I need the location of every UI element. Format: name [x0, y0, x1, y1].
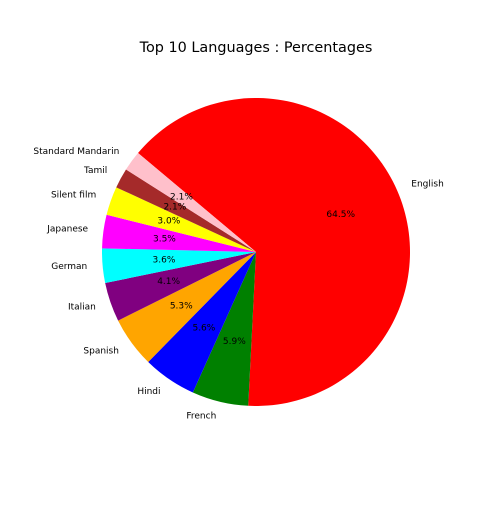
pie-slice-silent-film	[106, 187, 256, 252]
percent-label-english: 64.5%	[326, 210, 355, 220]
percent-label-french: 5.9%	[223, 337, 246, 347]
slice-label-silent-film: Silent film	[51, 191, 96, 201]
chart-title: Top 10 Languages : Percentages	[139, 40, 373, 56]
slice-label-tamil: Tamil	[83, 166, 107, 176]
pie-labels: English 64.5% French 5.9% Hindi 5.6% Spanish 5.…	[33, 147, 443, 422]
slice-label-english: English	[411, 179, 444, 189]
slice-label-spanish: Spanish	[83, 347, 119, 357]
percent-label-italian: 4.1%	[157, 277, 180, 287]
percent-label-spanish: 5.3%	[170, 301, 193, 311]
pie-slice-hindi	[148, 252, 256, 393]
pie-slice-japanese	[102, 214, 256, 252]
slice-label-german: German	[51, 262, 87, 272]
pie-slices	[102, 98, 410, 407]
slice-label-hindi: Hindi	[137, 387, 160, 397]
pie-slice-italian	[105, 252, 256, 321]
percent-label-japanese: 3.5%	[153, 235, 176, 245]
pie-slice-tamil	[116, 169, 256, 252]
slice-label-italian: Italian	[68, 302, 96, 312]
percent-label-german: 3.6%	[153, 255, 176, 265]
pie-slice-german	[102, 248, 256, 284]
pie-slice-french	[192, 252, 256, 406]
slice-label-standard-mandarin: Standard Mandarin	[33, 147, 119, 157]
pie-slice-english	[138, 98, 410, 407]
percent-label-standard-mandarin: 2.1%	[170, 192, 193, 202]
pie-slice-standard-mandarin	[125, 153, 256, 252]
percent-label-tamil: 2.1%	[163, 203, 186, 213]
slice-label-japanese: Japanese	[46, 224, 88, 234]
percent-label-silent-film: 3.0%	[157, 216, 180, 226]
pie-slice-spanish	[118, 252, 256, 362]
slice-label-french: French	[186, 412, 216, 422]
percent-label-hindi: 5.6%	[192, 323, 215, 333]
